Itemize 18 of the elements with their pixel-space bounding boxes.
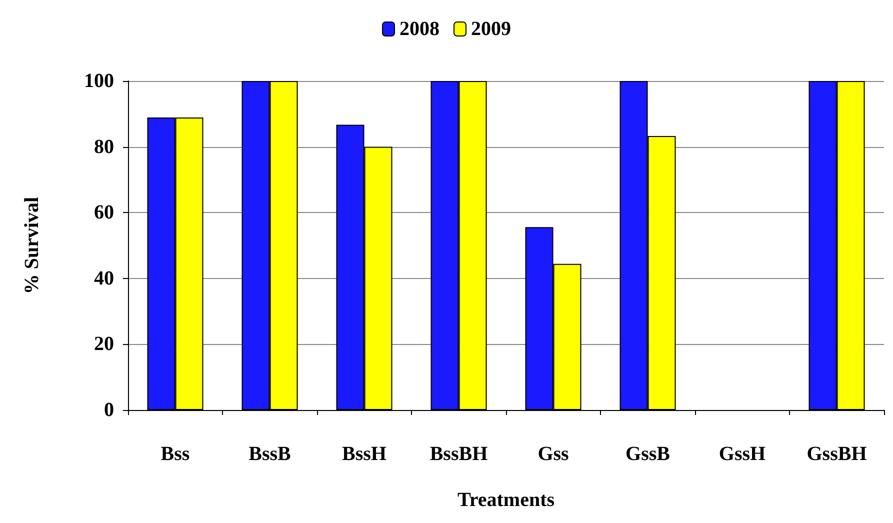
x-tick-label: BssH xyxy=(342,443,387,465)
x-tick-label: Bss xyxy=(160,443,190,465)
y-axis-title: % Survival xyxy=(21,196,43,294)
legend-label: 2008 xyxy=(400,18,440,40)
x-tick-label: BssB xyxy=(248,443,291,465)
y-tick-label: 60 xyxy=(94,202,114,224)
x-axis-title: Treatments xyxy=(457,489,555,511)
y-tick-label: 80 xyxy=(94,136,114,158)
x-tick-label: GssH xyxy=(718,443,766,465)
x-tick-label: BssBH xyxy=(430,443,488,465)
y-tick-label: 40 xyxy=(94,267,114,290)
x-tick-label: GssB xyxy=(626,443,670,465)
legend-label: 2009 xyxy=(471,18,511,40)
y-tick-label: 100 xyxy=(84,70,114,92)
x-tick-label: Gss xyxy=(538,443,570,465)
y-tick-label: 20 xyxy=(94,333,114,356)
y-tick-label: 0 xyxy=(104,399,114,421)
x-tick-label: GssBH xyxy=(806,443,868,465)
